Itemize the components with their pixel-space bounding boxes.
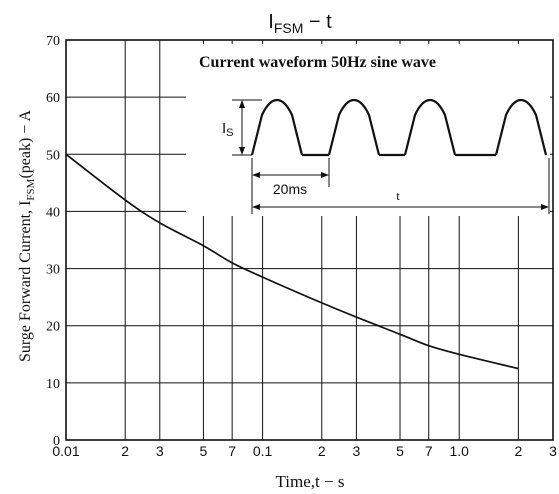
x-tick-label-9: 7 [425, 443, 433, 459]
is-arrow-down [239, 147, 245, 155]
x-tick-label-10: 1.0 [449, 443, 469, 459]
inset-waveform: Current waveform 50Hz sine wave IS 20ms … [186, 44, 550, 216]
chart-title: IFSM − t [268, 11, 332, 36]
chart-title-rest: − t [303, 11, 332, 33]
y-tick-label-5: 50 [46, 148, 60, 163]
y-tick-labels: 0 10 20 30 40 50 60 70 [46, 34, 60, 449]
is-arrow-up [239, 100, 245, 108]
y-tick-label-7: 70 [46, 34, 60, 49]
inset-title: Current waveform 50Hz sine wave [199, 54, 436, 71]
x-tick-label-0: 0.01 [52, 443, 79, 459]
plot-frame [65, 39, 554, 441]
waveform-pulse-3 [403, 98, 457, 156]
x-tick-label-2: 3 [156, 443, 164, 459]
x-tick-label-11: 2 [514, 443, 522, 459]
x-tick-label-5: 0.1 [253, 443, 273, 459]
is-label-sub: S [226, 127, 233, 139]
period-arrow-left [252, 172, 260, 178]
y-tick-label-3: 30 [46, 263, 60, 278]
x-tick-label-8: 5 [396, 443, 404, 459]
y-tick-label-2: 20 [46, 320, 60, 335]
period-label: 20ms [273, 181, 307, 197]
y-axis-label-pre: Surge Forward Current, I [17, 201, 34, 362]
series-line [65, 153, 519, 370]
inset-background [186, 44, 550, 216]
waveform-pulse-4 [494, 98, 548, 156]
x-axis-label: Time,t − s [276, 472, 345, 491]
x-tick-label-1: 2 [121, 443, 129, 459]
y-tick-label-6: 60 [46, 91, 60, 106]
y-tick-label-4: 40 [46, 205, 60, 220]
duration-arrow-left [252, 204, 260, 210]
duration-label: t [396, 188, 400, 203]
period-arrow-right [321, 172, 329, 178]
y-tick-label-1: 10 [46, 377, 60, 392]
duration-arrow-right [541, 204, 549, 210]
y-axis-label-post: (peak) − A [17, 110, 34, 179]
is-label-main: I [222, 120, 226, 137]
y-tick-label-0: 0 [53, 434, 60, 449]
x-tick-label-12: 3 [549, 443, 557, 459]
x-tick-labels: 0.01 2 3 5 7 0.1 2 3 5 7 1.0 2 3 [52, 443, 557, 459]
waveform-pulse-1 [250, 98, 304, 156]
is-label: IS [222, 120, 234, 139]
x-tick-label-7: 3 [353, 443, 361, 459]
x-tick-label-4: 7 [228, 443, 236, 459]
waveform-pulse-2 [327, 98, 381, 156]
chart-title-sub: FSM [274, 20, 304, 36]
chart-title-main: I [268, 11, 274, 33]
x-tick-label-6: 2 [318, 443, 326, 459]
x-tick-label-3: 5 [200, 443, 208, 459]
y-axis-label-sub: FSM [25, 178, 37, 200]
y-axis-label: Surge Forward Current, IFSM(peak) − A [17, 110, 37, 362]
